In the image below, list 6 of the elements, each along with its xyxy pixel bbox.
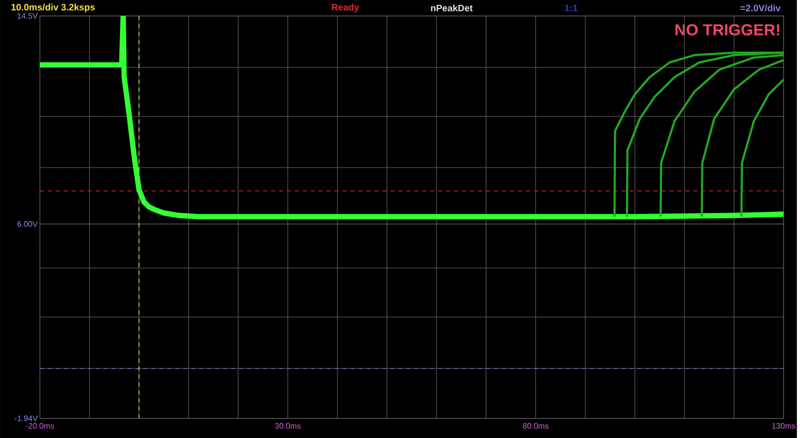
text: nPeakDet	[430, 4, 473, 12]
text: 1:1	[564, 4, 578, 12]
text: Ready	[332, 4, 360, 12]
text: 10.0ms/div 3.2ksps	[11, 4, 95, 12]
text: =2.0V/div	[740, 4, 781, 12]
annotation: NO TRIGGER!	[676, 24, 780, 36]
